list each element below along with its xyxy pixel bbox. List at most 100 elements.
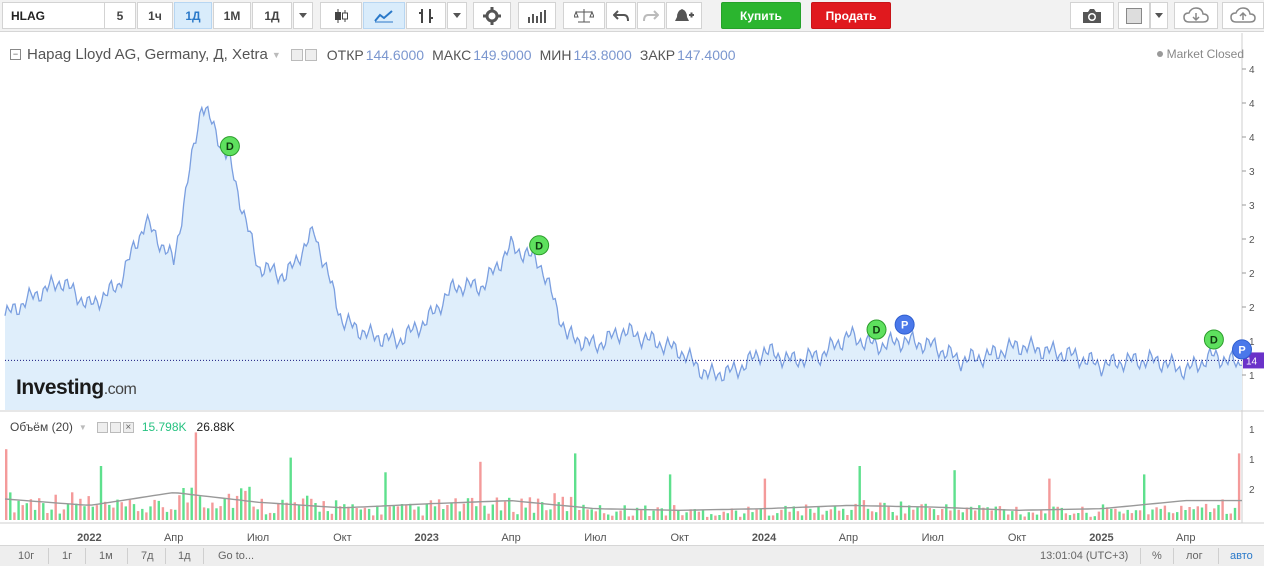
volume-bar xyxy=(326,511,329,520)
symbol-full-name: Hapag Lloyd AG, Germany, Д, Xetra xyxy=(27,46,268,63)
interval-1m-button[interactable]: 1М xyxy=(213,2,251,29)
volume-bar xyxy=(1007,514,1010,520)
volume-bar xyxy=(54,494,57,520)
volume-bar xyxy=(883,502,886,520)
interval-dropdown[interactable]: 1Д xyxy=(252,2,292,29)
price-tick-label: 4 xyxy=(1249,99,1255,110)
volume-bar xyxy=(495,497,499,520)
symbol-input[interactable]: HLAG xyxy=(2,2,106,29)
price-tick-label: 2 xyxy=(1249,269,1255,280)
close-label: ЗАКР xyxy=(639,46,676,63)
volume-bar xyxy=(1118,511,1121,520)
candles-icon[interactable] xyxy=(320,2,362,29)
volume-bar xyxy=(388,506,391,520)
volume-tick-label: 1 xyxy=(1249,455,1255,466)
indicator-icon[interactable] xyxy=(406,2,446,29)
alert-bell-icon[interactable] xyxy=(666,2,702,29)
volume-bar xyxy=(545,510,548,520)
cloud-upload-icon[interactable] xyxy=(1222,2,1264,29)
volume-bar xyxy=(598,505,602,520)
volume-bar xyxy=(677,510,680,520)
volume-bar xyxy=(446,505,449,520)
volume-bar xyxy=(483,505,486,520)
volume-bar xyxy=(421,515,424,520)
range-7d-button[interactable]: 7д xyxy=(141,550,154,562)
volume-bar xyxy=(961,512,964,520)
volume-bar xyxy=(330,513,334,520)
log-toggle[interactable]: лог xyxy=(1186,550,1203,562)
price-area-fill xyxy=(5,106,1242,410)
legend-visibility-icon[interactable] xyxy=(290,48,303,61)
goto-button[interactable]: Go to... xyxy=(218,550,255,562)
time-tick-label: Окт xyxy=(670,532,689,544)
redo-icon[interactable] xyxy=(637,2,665,29)
bar-chart-icon[interactable] xyxy=(518,2,556,29)
volume-bar xyxy=(153,499,156,520)
volume-bar xyxy=(186,502,189,520)
legend-settings-icon[interactable] xyxy=(304,48,317,61)
volume-bar xyxy=(524,507,527,520)
color-square-icon[interactable] xyxy=(1118,2,1150,29)
volume-bar xyxy=(384,472,387,520)
volume-bar xyxy=(974,510,977,520)
volume-bar xyxy=(615,511,618,520)
dropdown-icon[interactable] xyxy=(447,2,467,29)
volume-bar xyxy=(652,510,655,520)
volume-bar xyxy=(998,506,1002,520)
volume-settings-icon[interactable] xyxy=(109,421,121,433)
volume-bar xyxy=(706,516,709,520)
scales-icon[interactable] xyxy=(563,2,605,29)
interval-chevron-down-icon[interactable] xyxy=(293,2,313,29)
volume-bar xyxy=(1040,509,1043,520)
color-chevron-down-icon[interactable] xyxy=(1150,2,1168,29)
time-tick-label: Июл xyxy=(584,532,606,544)
volume-bar xyxy=(25,503,28,520)
chart-area[interactable]: 14 4 4 4 3 3 2 2 2 1 1 D D D P D P 1 1 2 2022 Апр Июл Окт 2023 Ап… xyxy=(0,33,1264,545)
buy-button[interactable]: Купить xyxy=(721,2,801,29)
volume-bar xyxy=(532,512,536,520)
collapse-toggle-icon[interactable]: − xyxy=(10,49,21,60)
range-10y-button[interactable]: 10г xyxy=(18,550,35,562)
volume-visibility-icon[interactable] xyxy=(96,421,108,433)
sell-button[interactable]: Продать xyxy=(811,2,891,29)
range-1y-button[interactable]: 1г xyxy=(62,550,73,562)
volume-bar xyxy=(982,507,985,520)
event-marker xyxy=(866,319,887,340)
time-tick-label: Окт xyxy=(1008,532,1027,544)
volume-bar xyxy=(198,496,202,520)
camera-icon[interactable] xyxy=(1070,2,1114,29)
volume-bar xyxy=(825,510,828,520)
open-value: 144.6000 xyxy=(365,46,425,63)
volume-bar xyxy=(561,496,564,520)
volume-bar xyxy=(487,513,490,520)
volume-bar xyxy=(1217,504,1220,520)
divider xyxy=(1140,548,1141,564)
interval-1h-button[interactable]: 1ч xyxy=(137,2,173,29)
volume-bar xyxy=(1048,478,1051,520)
volume-bar xyxy=(211,502,214,520)
range-1d-button[interactable]: 1д xyxy=(178,550,191,562)
range-1m-button[interactable]: 1м xyxy=(99,550,113,562)
interval-5m-button[interactable]: 5 xyxy=(104,2,136,29)
volume-bar xyxy=(95,505,99,520)
volume-bar xyxy=(1163,505,1167,520)
undo-icon[interactable] xyxy=(606,2,636,29)
percent-toggle[interactable]: % xyxy=(1152,550,1162,562)
volume-bar xyxy=(400,504,404,520)
volume-bar xyxy=(58,513,61,520)
volume-bar xyxy=(739,516,742,520)
legend-chevron-down-icon[interactable]: ▼ xyxy=(271,49,281,60)
interval-1d-button[interactable]: 1Д xyxy=(174,2,212,29)
volume-chevron-down-icon[interactable]: ▼ xyxy=(78,422,87,432)
volume-bar xyxy=(846,515,849,520)
time-tick-label: 2022 xyxy=(77,532,101,544)
volume-bar xyxy=(1138,510,1142,520)
settings-gear-icon[interactable] xyxy=(473,2,511,29)
auto-toggle[interactable]: авто xyxy=(1230,550,1253,562)
cloud-download-icon[interactable] xyxy=(1174,2,1218,29)
volume-bar xyxy=(79,498,82,520)
line-chart-icon[interactable] xyxy=(363,2,405,29)
volume-bar xyxy=(714,515,717,520)
volume-close-icon[interactable]: × xyxy=(122,421,134,433)
